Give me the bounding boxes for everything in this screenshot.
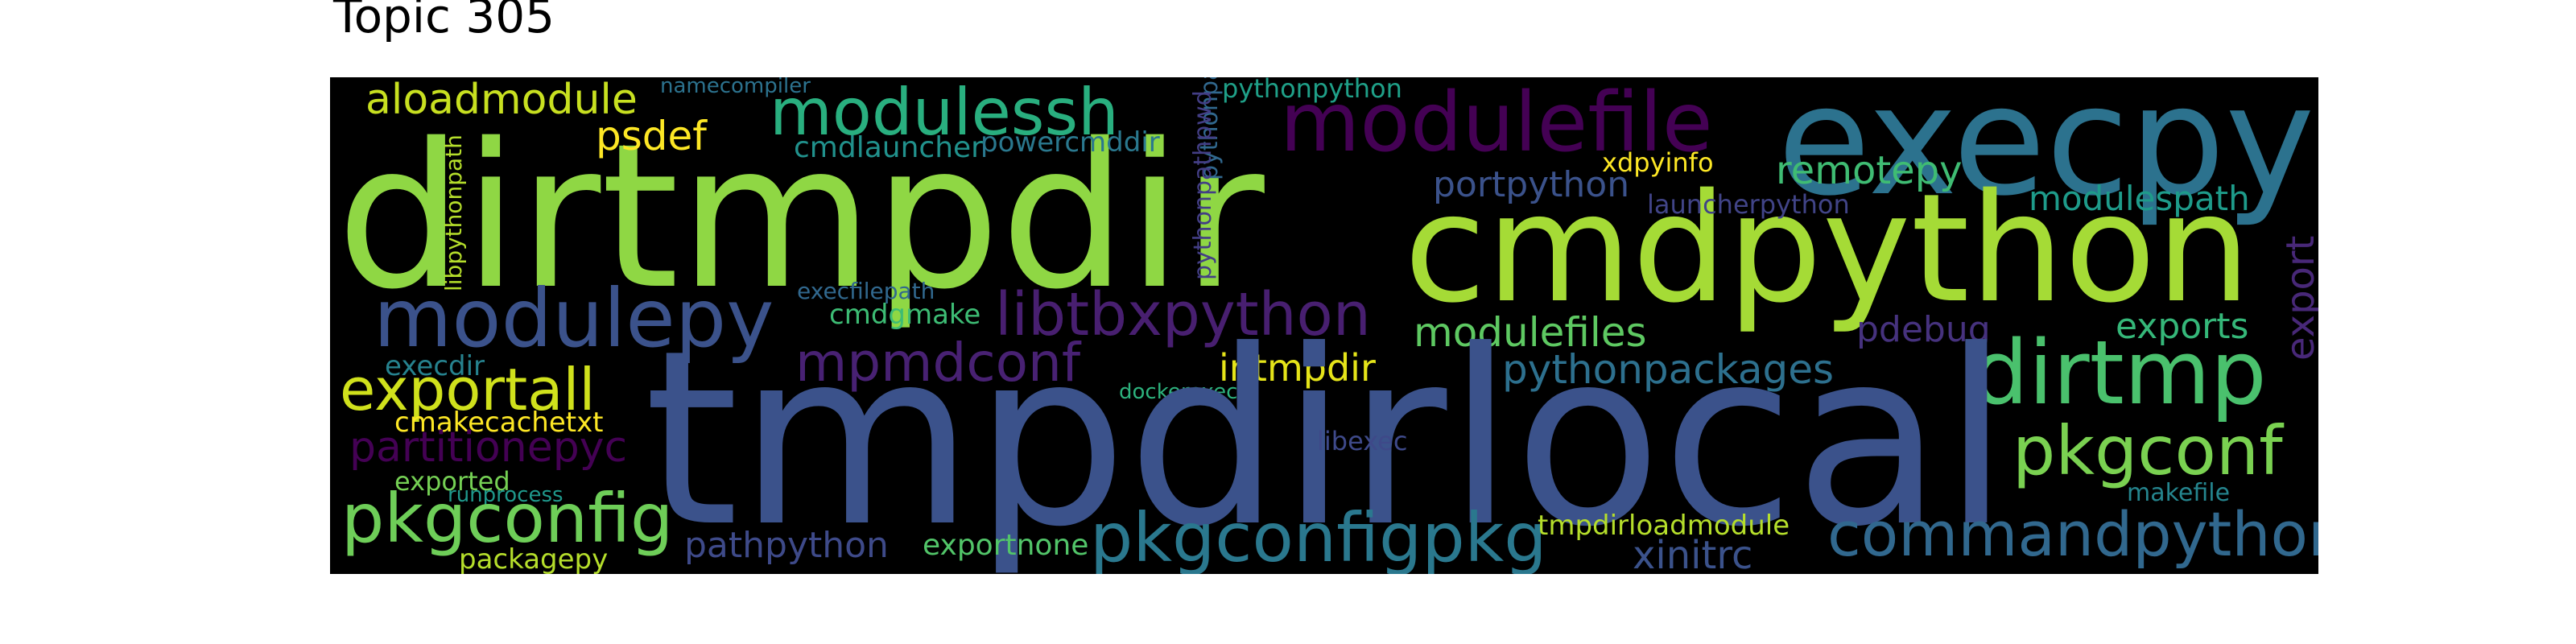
word-tmpdirloadmodule: tmpdirloadmodule	[1538, 510, 1790, 542]
word-dirtmpdir: dirtmpdir	[336, 101, 1265, 333]
word-cmdpython: cmdpython	[1404, 161, 2252, 336]
word-partitionepyc: partitionepyc	[349, 423, 628, 472]
word-mpmdconf: mpmdconf	[795, 332, 1081, 394]
word-pythonpathpwd-2: pythonpathpwd	[1189, 90, 1217, 280]
word-dirtmp: dirtmp	[1972, 321, 2267, 424]
word-aloadmodule: aloadmodule	[365, 77, 638, 124]
word-namecompiler: namecompiler	[660, 77, 811, 98]
word-remotepy: remotepy	[1776, 148, 1963, 193]
word-execfilepath: execfilepath	[797, 278, 935, 304]
word-psdef: psdef	[596, 113, 707, 159]
word-export: export	[2278, 235, 2318, 361]
word-dockerexec: dockerexec	[1119, 380, 1238, 404]
word-libtbxpython: libtbxpython	[995, 280, 1371, 349]
word-modulefile: modulefile	[1280, 77, 1713, 171]
word-modulefiles: modulefiles	[1414, 309, 1647, 356]
word-pdebug: pdebug	[1856, 309, 1991, 350]
word-libpythonpath: libpythonpath	[440, 134, 467, 291]
word-xinitrc: xinitrc	[1633, 533, 1753, 574]
word-intmpdir: intmpdir	[1219, 346, 1376, 390]
word-commandpython: commandpython	[1827, 498, 2318, 570]
word-execpy: execpy	[1777, 77, 2315, 229]
word-exported: exported	[394, 466, 510, 497]
word-execdir: execdir	[385, 350, 485, 382]
word-pathpython: pathpython	[684, 525, 889, 566]
word-pythonpackages: pythonpackages	[1502, 346, 1835, 393]
word-cmdlauncher: cmdlauncher	[794, 131, 983, 164]
word-cmdgmake: cmdgmake	[829, 299, 981, 331]
word-modulespath: modulespath	[2029, 179, 2250, 218]
word-xdpyinfo: xdpyinfo	[1602, 147, 1714, 178]
word-makefile: makefile	[2127, 479, 2231, 507]
word-cmakecachetxt: cmakecachetxt	[394, 407, 604, 439]
word-cloud: dirtmpdir execpy cmdpython modulefile mo…	[330, 77, 2318, 574]
word-packagepy: packagepy	[459, 543, 609, 574]
word-exportnone: exportnone	[923, 529, 1089, 562]
word-exportall: exportall	[340, 356, 596, 423]
word-modulepy: modulepy	[374, 271, 774, 365]
word-runprocess: runprocess	[448, 483, 564, 507]
word-libexec: libexec	[1317, 426, 1408, 456]
word-pkgconfig: pkgconfig	[341, 479, 674, 558]
word-pkgconf: pkgconf	[2013, 411, 2283, 490]
word-pkgconfigpkg: pkgconfigpkg	[1090, 498, 1547, 574]
word-exports: exports	[2116, 306, 2249, 347]
word-portpython: portpython	[1433, 164, 1630, 205]
word-launcherpython: launcherpython	[1647, 189, 1850, 220]
word-tmpdirlocal: tmpdirlocal	[644, 299, 2010, 574]
word-powercmddir: powercmddir	[980, 126, 1160, 159]
page-title: Topic 305	[333, 0, 555, 43]
word-modulessh: modulessh	[770, 77, 1119, 150]
word-pythonpython: pythonpython	[1222, 77, 1402, 104]
